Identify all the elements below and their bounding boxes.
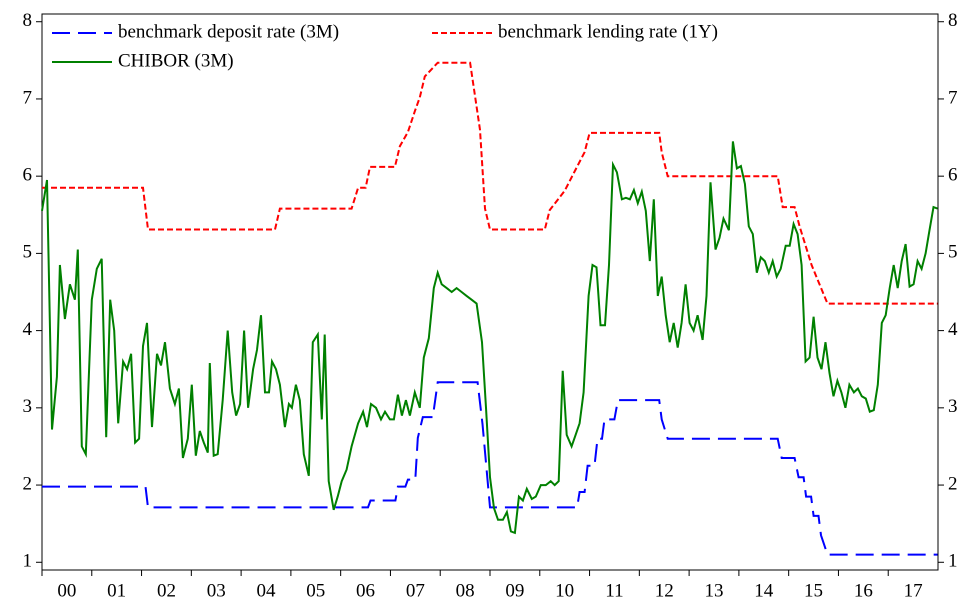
x-tick-label: 06 xyxy=(356,580,375,601)
y2-tick-label: 5 xyxy=(948,242,958,263)
y2-tick-label: 7 xyxy=(948,87,958,108)
x-tick-label: 12 xyxy=(655,580,674,601)
y-tick-label: 3 xyxy=(23,396,33,417)
y-tick-label: 5 xyxy=(23,242,33,263)
x-tick-label: 07 xyxy=(406,580,425,601)
x-tick-label: 01 xyxy=(107,580,126,601)
y-tick-label: 8 xyxy=(23,10,33,31)
series-line xyxy=(42,381,938,556)
y2-tick-label: 2 xyxy=(948,473,958,494)
x-tick-label: 13 xyxy=(705,580,724,601)
series-line xyxy=(41,141,938,535)
x-tick-label: 09 xyxy=(505,580,524,601)
y-tick-label: 6 xyxy=(23,165,33,186)
x-tick-label: 04 xyxy=(257,580,277,601)
x-tick-label: 00 xyxy=(57,580,76,601)
x-tick-label: 03 xyxy=(207,580,226,601)
x-tick-label: 17 xyxy=(904,580,923,601)
x-tick-label: 02 xyxy=(157,580,176,601)
y-tick-label: 7 xyxy=(23,87,33,108)
y-tick-label: 2 xyxy=(23,473,33,494)
x-tick-label: 16 xyxy=(854,580,873,601)
y-tick-label: 1 xyxy=(23,551,33,572)
legend-label: benchmark deposit rate (3M) xyxy=(118,21,339,42)
y2-tick-label: 8 xyxy=(948,10,958,31)
y-tick-label: 4 xyxy=(23,319,33,340)
x-tick-label: 15 xyxy=(804,580,823,601)
x-tick-label: 11 xyxy=(605,580,623,601)
y2-tick-label: 6 xyxy=(948,165,958,186)
y2-tick-label: 4 xyxy=(948,319,958,340)
y2-tick-label: 3 xyxy=(948,396,958,417)
y2-tick-label: 1 xyxy=(948,551,958,572)
x-tick-label: 10 xyxy=(555,580,574,601)
x-tick-label: 08 xyxy=(456,580,475,601)
x-tick-label: 05 xyxy=(306,580,325,601)
legend-label: CHIBOR (3M) xyxy=(118,50,234,71)
series-line xyxy=(42,61,938,305)
legend-label: benchmark lending rate (1Y) xyxy=(498,21,718,42)
x-tick-label: 14 xyxy=(754,580,774,601)
